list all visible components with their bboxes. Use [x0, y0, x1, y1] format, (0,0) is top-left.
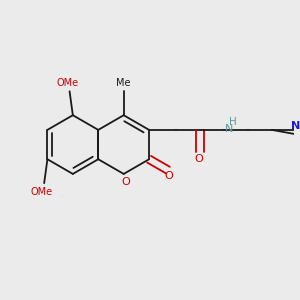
- Text: H: H: [229, 117, 237, 127]
- Text: N: N: [291, 121, 300, 130]
- Text: N: N: [225, 124, 234, 134]
- Text: OMe: OMe: [31, 187, 53, 197]
- Text: O: O: [165, 170, 173, 181]
- Text: O: O: [122, 176, 130, 187]
- Text: O: O: [195, 154, 203, 164]
- Text: OMe: OMe: [56, 78, 79, 88]
- Text: Me: Me: [116, 78, 131, 88]
